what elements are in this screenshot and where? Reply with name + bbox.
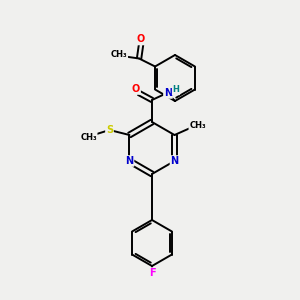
Text: H: H: [172, 85, 179, 94]
Text: S: S: [106, 125, 113, 135]
Text: N: N: [170, 156, 178, 166]
Text: F: F: [149, 268, 155, 278]
Text: CH₃: CH₃: [189, 121, 206, 130]
Text: O: O: [137, 34, 145, 44]
Text: CH₃: CH₃: [111, 50, 128, 59]
Text: CH₃: CH₃: [80, 133, 97, 142]
Text: N: N: [164, 88, 172, 98]
Text: N: N: [125, 156, 134, 166]
Text: O: O: [132, 84, 140, 94]
